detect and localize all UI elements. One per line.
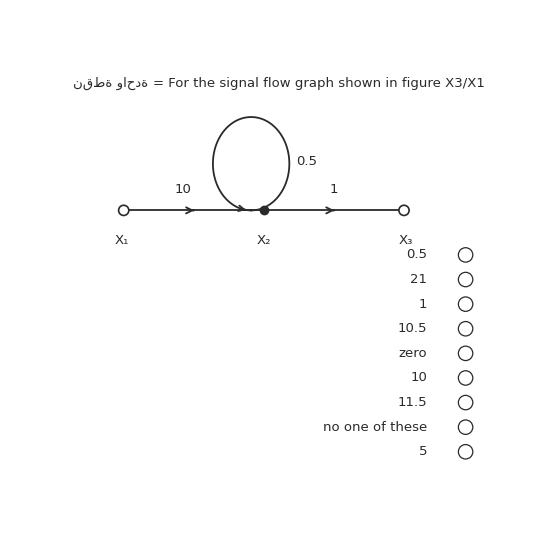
Text: 11.5: 11.5 xyxy=(398,396,427,409)
Circle shape xyxy=(458,297,473,311)
Text: = For the signal flow graph shown in figure X3/X1: = For the signal flow graph shown in fig… xyxy=(153,77,484,90)
Text: X₃: X₃ xyxy=(399,234,413,247)
Text: 10: 10 xyxy=(410,371,427,385)
Circle shape xyxy=(458,346,473,360)
Text: 21: 21 xyxy=(410,273,427,286)
Text: 0.5: 0.5 xyxy=(407,249,427,261)
Text: 0.5: 0.5 xyxy=(296,155,317,168)
Text: 1: 1 xyxy=(419,298,427,311)
Text: 1: 1 xyxy=(330,182,338,196)
Text: 5: 5 xyxy=(419,445,427,458)
Circle shape xyxy=(458,371,473,385)
Circle shape xyxy=(399,206,409,215)
Text: X₂: X₂ xyxy=(256,234,271,247)
Text: no one of these: no one of these xyxy=(323,420,427,434)
Circle shape xyxy=(118,206,129,215)
Circle shape xyxy=(458,420,473,434)
Text: نقطة واحدة: نقطة واحدة xyxy=(73,77,148,90)
Text: zero: zero xyxy=(399,347,427,360)
Circle shape xyxy=(458,272,473,287)
Text: 10: 10 xyxy=(175,182,192,196)
Circle shape xyxy=(458,396,473,410)
Circle shape xyxy=(458,322,473,336)
Circle shape xyxy=(458,248,473,262)
Text: X₁: X₁ xyxy=(115,234,129,247)
Circle shape xyxy=(458,445,473,459)
Text: 10.5: 10.5 xyxy=(398,322,427,335)
